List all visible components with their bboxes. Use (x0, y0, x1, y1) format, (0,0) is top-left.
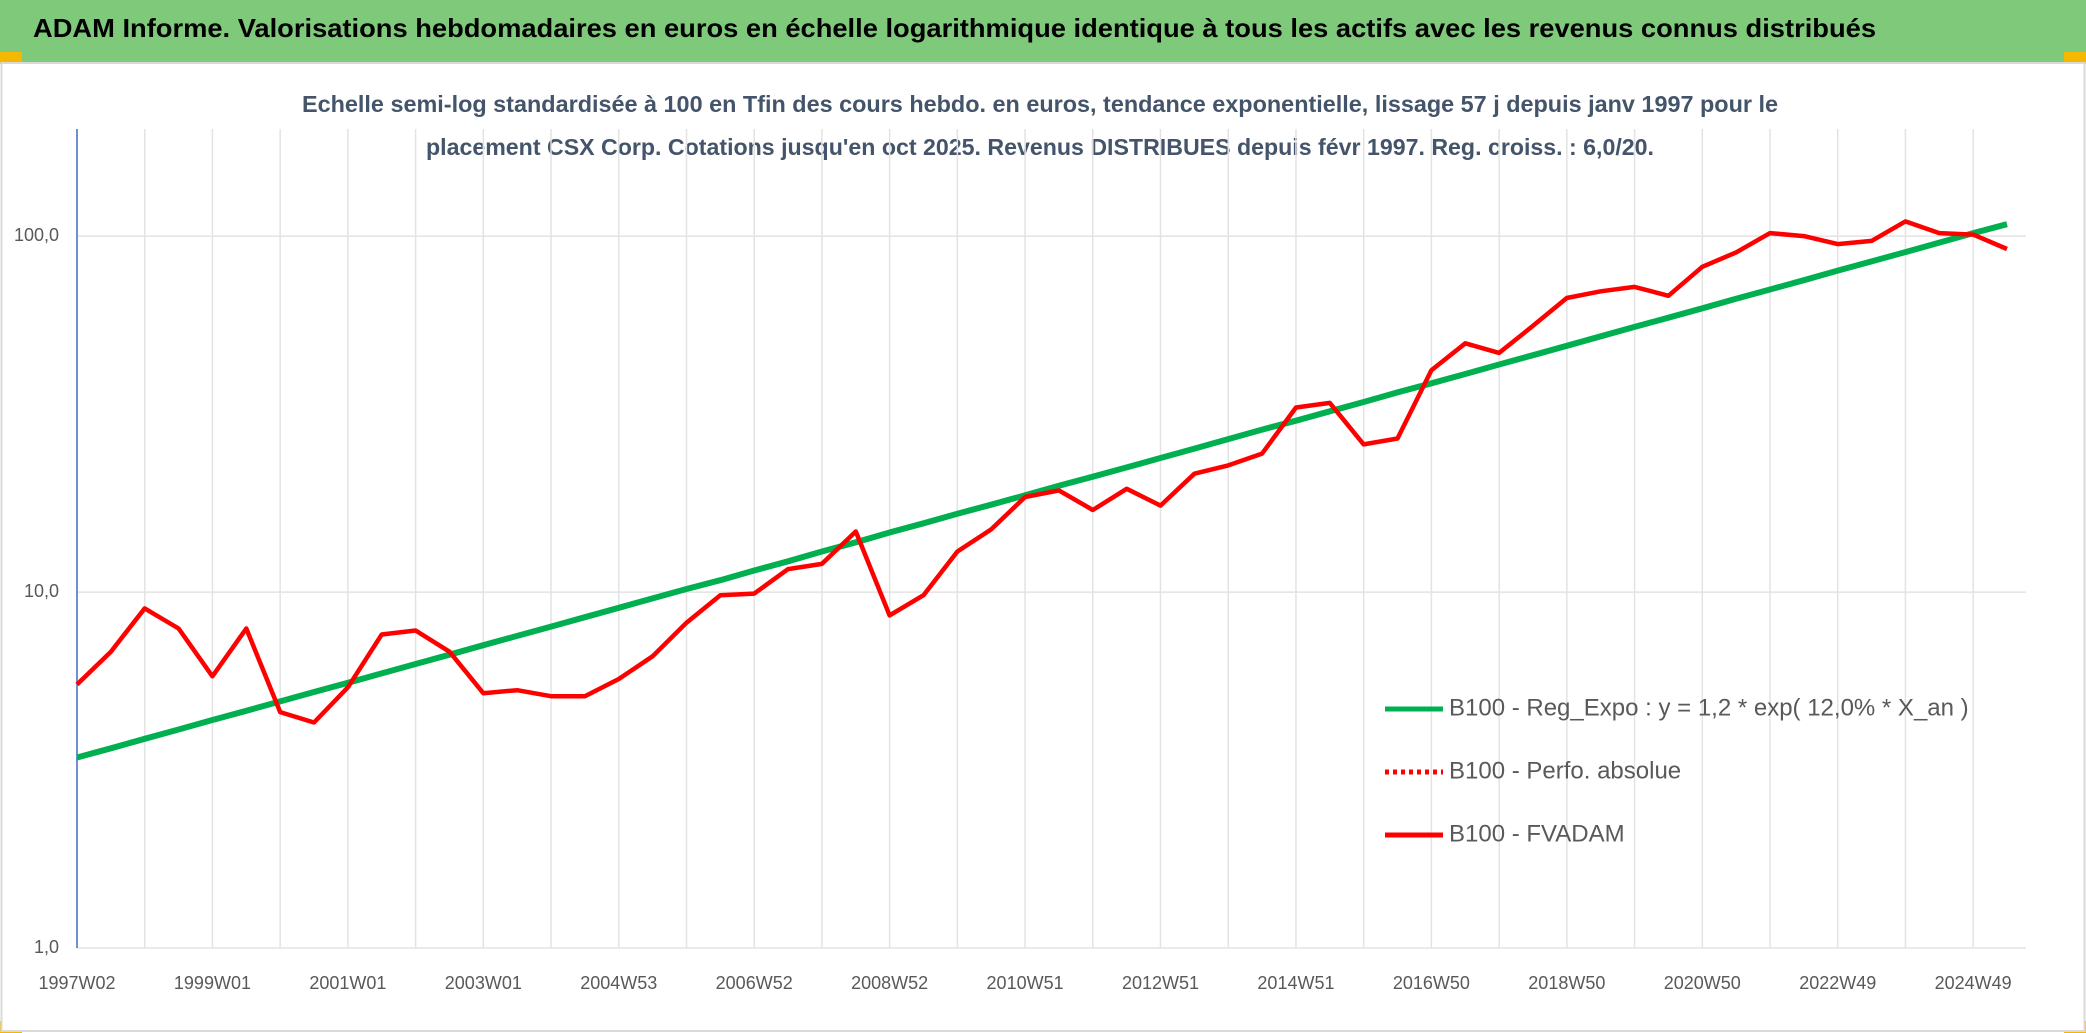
chart-subtitle: Echelle semi-log standardisée à 100 en T… (302, 91, 1778, 117)
x-tick-label: 2018W50 (1528, 973, 1605, 993)
chart-subtitle: placement CSX Corp. Cotations jusqu'en o… (426, 134, 1654, 160)
y-tick-label: 10,0 (24, 581, 59, 601)
x-tick-label: 1997W02 (38, 973, 115, 993)
x-tick-label: 1999W01 (174, 973, 251, 993)
x-tick-label: 2010W51 (987, 973, 1064, 993)
x-tick-label: 2014W51 (1257, 973, 1334, 993)
plot-frame (0, 62, 2086, 1032)
x-tick-label: 2016W50 (1393, 973, 1470, 993)
x-tick-label: 2008W52 (851, 973, 928, 993)
x-tick-label: 2022W49 (1799, 973, 1876, 993)
series-line (76, 221, 2008, 761)
x-tick-label: 2006W52 (716, 973, 793, 993)
series-line (75, 219, 2008, 725)
x-tick-label: 2004W53 (580, 973, 657, 993)
legend-label: B100 - FVADAM (1449, 820, 1625, 847)
x-tick-label: 2003W01 (445, 973, 522, 993)
x-tick-label: 2024W49 (1935, 973, 2012, 993)
x-tick-label: 2020W50 (1664, 973, 1741, 993)
y-tick-label: 1,0 (34, 937, 59, 957)
legend-label: B100 - Perfo. absolue (1449, 757, 1681, 784)
x-tick-label: 2001W01 (309, 973, 386, 993)
chart-title: ADAM Informe. Valorisations hebdomadaire… (33, 13, 1876, 43)
corner (0, 52, 22, 64)
x-tick-label: 2012W51 (1122, 973, 1199, 993)
y-tick-label: 100,0 (14, 225, 59, 245)
legend-label: B100 - Reg_Expo : y = 1,2 * exp( 12,0% *… (1449, 694, 1969, 721)
title-banner (0, 0, 2086, 62)
corner (2064, 52, 2086, 64)
